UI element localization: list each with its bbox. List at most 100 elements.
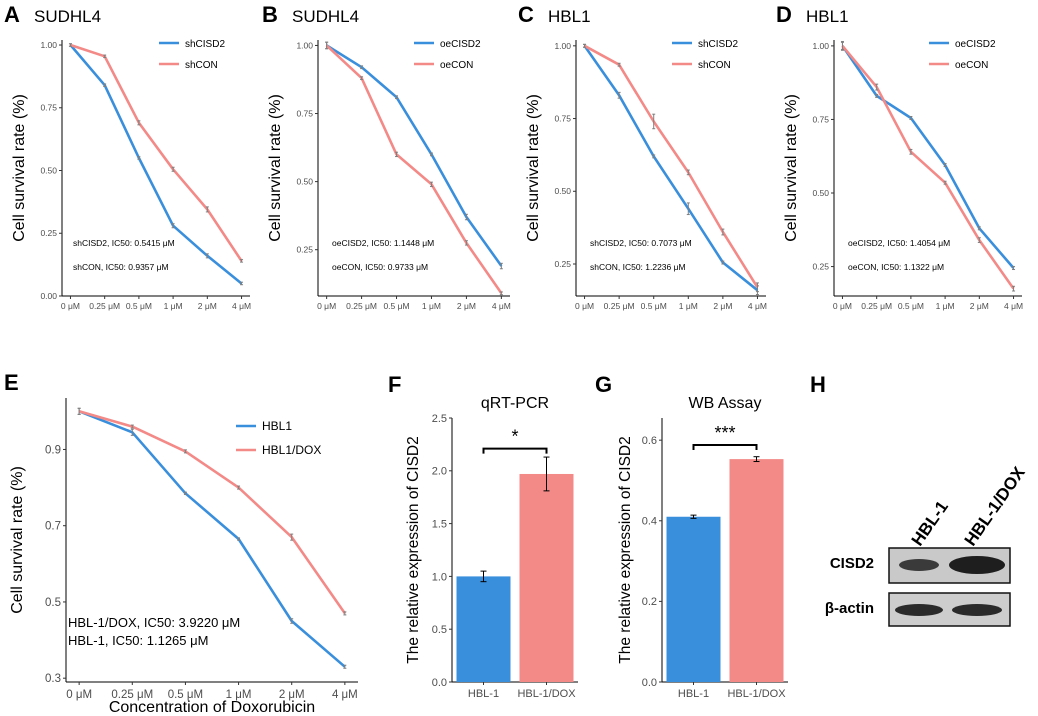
ic50-annotation: HBL-1/DOX, IC50: 3.9220 μM [68, 615, 240, 630]
panel-letter-a: A [4, 2, 20, 27]
blot-band-actin-lane1 [895, 604, 943, 616]
y-tick-label: 0.50 [296, 177, 313, 187]
x-tick-label: 2 μM [970, 301, 989, 311]
y-tick-label: 0.6 [642, 435, 657, 447]
y-axis-label: Cell survival rate (%) [267, 94, 284, 242]
chart-panel-b: 0.25 0.50 0.75 1.00 0 μM 0.25 μM 0.5 μM 1 μM 2 μ… [267, 39, 511, 311]
chart-panel-f: qRT-PCR 0.0 0.5 1.0 1.5 2.0 2.5 The relative ex… [405, 395, 578, 700]
x-tick-label: 1 μM [164, 301, 183, 311]
x-tick-label: 0.25 μM [89, 301, 120, 311]
x-tick-label: 0.25 μM [861, 301, 892, 311]
series-line-oecon [325, 44, 503, 295]
series-line-oecisd2 [841, 45, 1015, 269]
bar-hbl-1-dox [519, 473, 574, 682]
x-tick-label: HBL-1/DOX [517, 688, 576, 700]
legend-label: shCON [185, 60, 218, 71]
x-tick-label: 0 μM [317, 301, 336, 311]
x-tick-label: 0.5 μM [126, 301, 152, 311]
y-tick-label: 2.0 [432, 466, 447, 478]
y-tick-label: 0.5 [45, 597, 61, 609]
x-tick-label: 0.5 μM [168, 689, 203, 701]
y-tick-label: 0.75 [812, 114, 829, 124]
x-tick-label: HBL-1/DOX [727, 688, 786, 700]
panel-title-c: HBL1 [548, 7, 591, 26]
y-axis-label: Cell survival rate (%) [783, 94, 800, 242]
series-line-hbl1-dox [78, 410, 346, 615]
y-tick-label: 1.00 [554, 41, 571, 51]
x-tick-label: 0 μM [833, 301, 852, 311]
x-tick-label: 2 μM [279, 689, 305, 701]
x-tick-label: 4 μM [748, 301, 767, 311]
y-tick-label: 0.75 [554, 114, 571, 124]
panel-letter-d: D [776, 2, 792, 27]
chart-title: qRT-PCR [481, 395, 549, 412]
panel-title-b: SUDHL4 [292, 7, 359, 26]
blot-lane-label-2: HBL-1/DOX [961, 463, 1029, 549]
significance-bracket [482, 447, 548, 454]
series-line-shcisd2 [69, 44, 243, 285]
x-tick-label: 1 μM [936, 301, 955, 311]
series-line-shcisd2 [583, 45, 759, 292]
blot-band-cisd2-lane1 [899, 559, 939, 571]
y-axis-label: Cell survival rate (%) [9, 466, 26, 614]
legend-label: oeCISD2 [440, 39, 481, 50]
chart-panel-c: 0.25 0.50 0.75 1.00 0 μM 0.25 μM 0.5 μM 1 μM 2 μ… [525, 39, 767, 311]
ic50-annotation: oeCON, IC50: 1.1322 μM [848, 262, 944, 272]
series-line-hbl1 [78, 410, 346, 668]
x-tick-label: 4 μM [232, 301, 251, 311]
x-tick-label: 4 μM [1004, 301, 1023, 311]
y-tick-label: 0.00 [40, 291, 57, 301]
y-tick-label: 0.50 [812, 188, 829, 198]
y-axis-label: Cell survival rate (%) [11, 94, 28, 242]
x-tick-label: 2 μM [457, 301, 476, 311]
y-axis-label: The relative expression of CISD2 [617, 436, 634, 663]
x-tick-label: 2 μM [713, 301, 732, 311]
panel-letter-b: B [262, 2, 278, 27]
y-tick-label: 1.5 [432, 518, 447, 530]
legend-label: shCISD2 [185, 39, 225, 50]
y-tick-label: 0.5 [432, 624, 447, 636]
blot-band-actin-lane2 [952, 604, 1002, 616]
y-tick-label: 0.2 [642, 596, 657, 608]
ic50-annotation: shCON, IC50: 1.2236 μM [590, 262, 686, 272]
legend-label: oeCON [440, 60, 473, 71]
y-tick-label: 0.4 [642, 516, 657, 528]
x-tick-label: 0.25 μM [346, 301, 377, 311]
x-tick-label: 0.5 μM [898, 301, 924, 311]
series-line-shcon [70, 43, 243, 262]
x-tick-label: 0 μM [61, 301, 80, 311]
ic50-annotation: shCISD2, IC50: 0.5415 μM [73, 238, 175, 248]
x-tick-label: 4 μM [492, 301, 511, 311]
ic50-annotation: HBL-1, IC50: 1.1265 μM [68, 633, 208, 648]
y-tick-label: 0.3 [45, 673, 61, 685]
y-tick-label: 0.25 [296, 245, 313, 255]
bar-hbl-1 [456, 576, 511, 682]
y-tick-label: 1.00 [296, 40, 313, 50]
panel-title-d: HBL1 [806, 7, 849, 26]
y-tick-label: 0.9 [45, 444, 61, 456]
blot-row-label-cisd2: CISD2 [830, 555, 874, 572]
western-blot-panel: HBL-1 HBL-1/DOX CISD2 β-actin [825, 463, 1029, 627]
y-tick-label: 0.50 [40, 165, 57, 175]
y-tick-label: 0.25 [812, 262, 829, 272]
y-tick-label: 1.0 [432, 571, 447, 583]
panel-letter-e: E [4, 370, 19, 395]
blot-lane-label-1: HBL-1 [908, 497, 952, 549]
bar-hbl-1-dox [729, 459, 784, 682]
y-tick-label: 1.00 [40, 40, 57, 50]
x-tick-label: 0 μM [66, 689, 92, 701]
ic50-annotation: oeCON, IC50: 0.9733 μM [332, 262, 428, 272]
chart-panel-g: WB Assay 0.0 0.2 0.4 0.6 The relative express… [617, 395, 788, 700]
y-tick-label: 0.75 [40, 103, 57, 113]
significance-marker: *** [714, 423, 735, 443]
legend-label: shCISD2 [698, 39, 738, 50]
legend-label: oeCISD2 [955, 39, 996, 50]
ic50-annotation: shCON, IC50: 0.9357 μM [73, 262, 169, 272]
legend-label: HBL1/DOX [262, 443, 321, 457]
y-tick-label: 0.25 [40, 228, 57, 238]
y-tick-label: 0.50 [554, 186, 571, 196]
x-tick-label: 1 μM [679, 301, 698, 311]
ic50-annotation: shCISD2, IC50: 0.7073 μM [590, 238, 692, 248]
legend-label: HBL1 [262, 419, 292, 433]
